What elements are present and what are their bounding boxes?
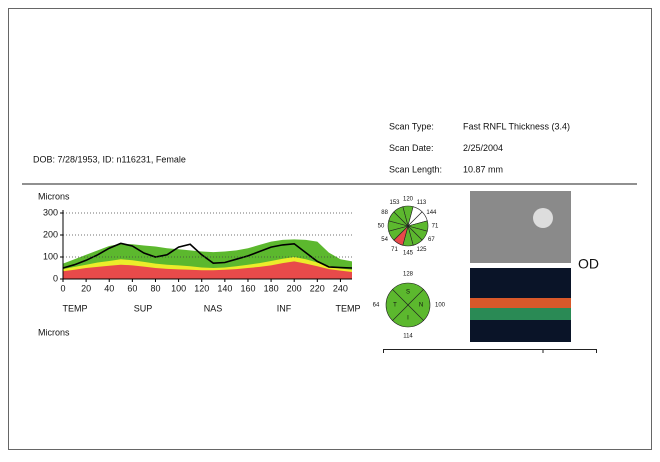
page: DOB: 7/28/1953, ID: n116231, Female OD M…: [0, 0, 660, 457]
clock-value: 120: [403, 197, 414, 203]
cut: [0, 353, 660, 449]
y-axis-label: Microns: [38, 191, 70, 201]
x-tick-label: 200: [287, 283, 302, 293]
clock-value: 71: [432, 224, 439, 230]
x-tick-label: 80: [150, 283, 160, 293]
field-label: Scan Length:: [389, 164, 442, 174]
x-tick-label: 180: [264, 283, 279, 293]
clock-value: 54: [381, 237, 388, 243]
y-tick-label: 100: [43, 251, 58, 261]
region-label: INF: [277, 303, 292, 313]
x-tick-label: 240: [333, 283, 348, 293]
oct-layer: [470, 298, 571, 308]
quadrant-label: T: [393, 303, 397, 309]
clock-value: 145: [403, 251, 414, 257]
x-tick-label: 160: [240, 283, 255, 293]
clock-value: 144: [426, 210, 437, 216]
dob: DOB: 7/28/1953, ID: n116231, Female: [33, 154, 186, 164]
quadrant-value: 100: [435, 303, 446, 309]
clock-value: 71: [391, 247, 398, 253]
clock-value: 50: [378, 224, 385, 230]
field-value: 2/25/2004: [463, 143, 503, 153]
fundus-image: [470, 191, 571, 263]
field-label: Scan Date:: [389, 143, 434, 153]
quadrant-label: S: [406, 290, 410, 296]
oct-layer: [470, 308, 571, 320]
y-tick-label: 200: [43, 229, 58, 239]
clock-value: 113: [417, 200, 427, 206]
optic-disc: [533, 208, 553, 228]
region-label: TEMP: [62, 303, 87, 313]
quadrant-value: 128: [403, 272, 414, 278]
x-tick-label: 20: [81, 283, 91, 293]
eye-label: OD: [578, 256, 599, 272]
quadrant-value: 114: [403, 334, 413, 340]
clock-value: 67: [428, 237, 435, 243]
region-label: SUP: [134, 303, 153, 313]
x-tick-label: 60: [127, 283, 137, 293]
field-value: Fast RNFL Thickness (3.4): [463, 121, 570, 131]
field-value: 10.87 mm: [463, 164, 503, 174]
x-tick-label: 40: [104, 283, 114, 293]
y-axis-label: Microns: [38, 327, 70, 337]
clock-value: 125: [416, 247, 427, 253]
region-label: TEMP: [335, 303, 360, 313]
x-tick-label: 140: [217, 283, 232, 293]
field-label: Scan Type:: [389, 121, 434, 131]
y-tick-label: 300: [43, 207, 58, 217]
clock-value: 88: [381, 210, 388, 216]
quadrant-label: N: [419, 303, 423, 309]
y-tick-label: 0: [53, 273, 58, 283]
region-label: NAS: [204, 303, 223, 313]
x-tick-label: 100: [171, 283, 186, 293]
x-tick-label: 220: [310, 283, 325, 293]
quadrant-value: 64: [373, 303, 380, 309]
x-tick-label: 0: [60, 283, 65, 293]
clock-value: 153: [389, 200, 400, 206]
x-tick-label: 120: [194, 283, 209, 293]
